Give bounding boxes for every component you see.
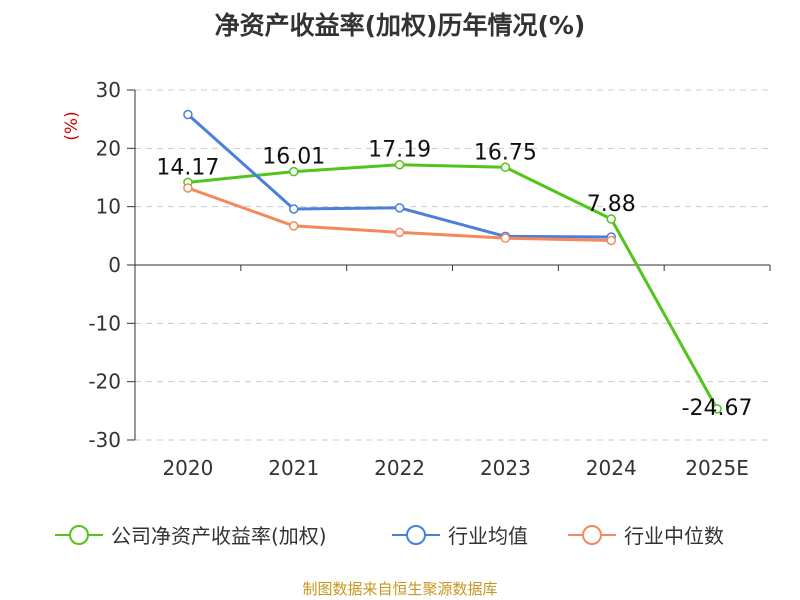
series-point-1 [289,204,299,214]
legend-label-company-roe: 公司净资产收益率(加权) [111,524,327,548]
legend-item-industry-mean[interactable]: 行业均值 [392,520,528,549]
legend-label-industry-mean: 行业均值 [448,524,528,548]
legend-label-industry-median: 行业中位数 [624,524,724,548]
data-label: 17.19 [368,138,431,163]
legend-item-industry-median[interactable]: 行业中位数 [568,520,724,549]
data-label: 16.01 [262,145,325,170]
series-point-1 [394,203,405,213]
series-point-0 [500,162,511,173]
y-tick-label: 10 [96,195,121,219]
data-label: 14.17 [156,155,219,180]
x-tick-label: 2025E [685,456,749,480]
series-point-0 [394,159,405,170]
legend-item-company-roe[interactable]: 公司净资产收益率(加权) [55,520,327,549]
y-tick-label: -10 [88,311,121,335]
y-tick-label: 0 [108,253,121,277]
y-axis-label: (%) [62,111,82,140]
series-point-2 [289,221,299,231]
series-point-0 [606,214,616,224]
x-tick-label: 2021 [268,456,319,480]
y-tick-label: 30 [96,78,121,102]
y-tick-label: -30 [88,428,121,452]
series-point-0 [712,404,722,414]
data-label: 7.88 [587,192,636,217]
series-point-0 [289,166,299,177]
chart-title: 净资产收益率(加权)历年情况(%) [214,11,586,40]
series-point-2 [606,235,616,246]
series-point-2 [500,233,511,243]
legend-marker-blue-icon [392,524,440,545]
x-tick-label: 2020 [162,456,213,480]
data-label: -24.67 [682,396,753,421]
series-point-2 [183,183,193,193]
x-tick-label: 2022 [374,456,425,480]
x-tick-label: 2023 [480,456,531,480]
data-label: 16.75 [474,140,537,165]
series-point-1 [183,109,193,120]
legend-marker-green-icon [55,524,103,545]
source-footer: 制图数据来自恒生聚源数据库 [302,580,498,598]
y-tick-label: -20 [88,370,121,394]
series-point-2 [394,227,405,238]
x-tick-label: 2024 [586,456,637,480]
y-tick-label: 20 [96,136,121,160]
legend-marker-orange-icon [568,524,616,545]
series-line-0 [187,163,719,410]
